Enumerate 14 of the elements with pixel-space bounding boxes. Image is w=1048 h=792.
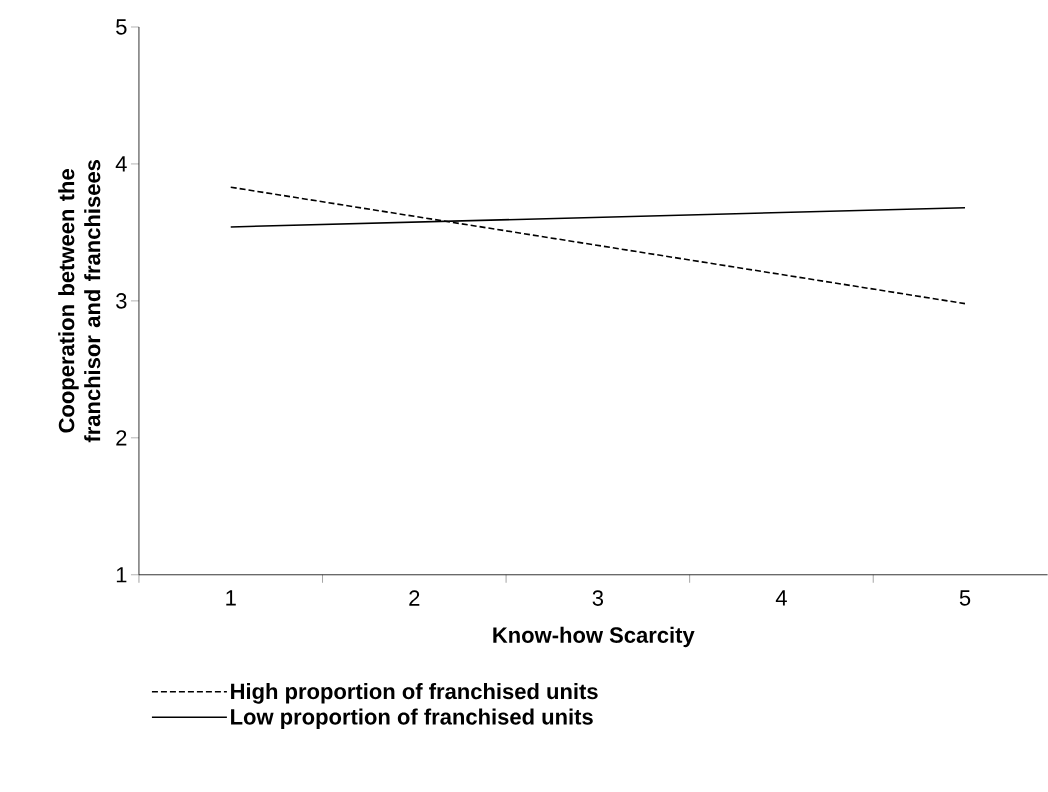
legend-label: Low proportion of franchised units [231, 708, 593, 730]
y-axis-title: Cooperation between the franchisor and franchisees [58, 160, 101, 443]
x-tick-label: 4 [775, 590, 787, 606]
y-tick-label: 2 [116, 430, 127, 446]
x-tick-label: 3 [592, 590, 604, 607]
x-tick-label: 5 [959, 590, 971, 606]
y-tick-label: 3 [116, 293, 127, 309]
y-tick-label: 1 [116, 567, 127, 583]
y-tick-label: 4 [115, 156, 127, 172]
legend-label: High proportion of franchised units [231, 683, 598, 704]
x-axis-title: Know-how Scarcity [493, 626, 695, 648]
x-tick-label: 1 [226, 590, 236, 606]
y-tick-label: 5 [116, 19, 127, 35]
x-tick-label: 2 [409, 590, 420, 606]
